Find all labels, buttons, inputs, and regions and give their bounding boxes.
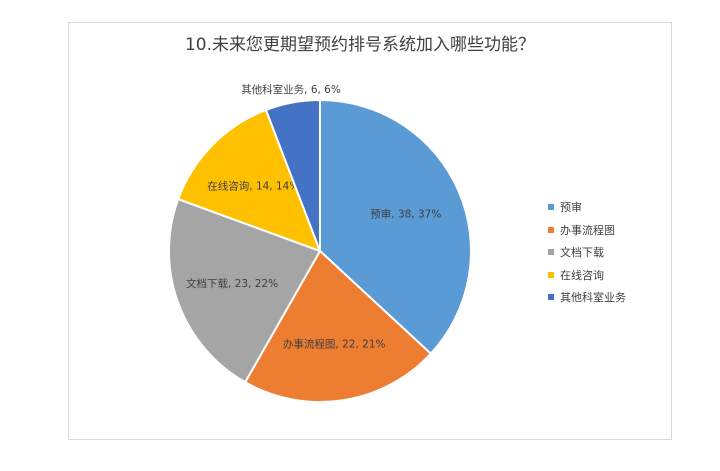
chart-legend: 预审办事流程图文档下载在线咨询其他科室业务 <box>548 196 626 309</box>
legend-label: 预审 <box>560 201 582 215</box>
pie-data-label-3: 在线咨询, 14, 14% <box>207 179 299 192</box>
legend-label: 其他科室业务 <box>560 291 626 305</box>
pie-slice-0 <box>319 98 472 356</box>
legend-swatch <box>548 271 554 278</box>
pie-slice-4 <box>264 98 321 252</box>
chart-title: 10.未来您更期望预约排号系统加入哪些功能？ <box>184 35 536 55</box>
legend-item-4: 其他科室业务 <box>548 286 626 309</box>
legend-swatch <box>548 294 554 301</box>
pie-data-label-0: 预审, 38, 37% <box>370 208 441 221</box>
legend-item-2: 文档下载 <box>548 241 626 264</box>
pie-data-label-4: 其他科室业务, 6, 6% <box>241 83 341 96</box>
legend-label: 在线咨询 <box>560 268 604 282</box>
pie-data-label-2: 文档下载, 23, 22% <box>186 277 278 290</box>
pie-slice-3 <box>176 108 322 253</box>
legend-item-3: 在线咨询 <box>548 264 626 287</box>
legend-label: 办事流程图 <box>560 223 615 237</box>
legend-swatch <box>548 226 554 233</box>
pie-slice-1 <box>243 249 433 403</box>
legend-item-0: 预审 <box>548 196 626 219</box>
pie-data-label-1: 办事流程图, 22, 21% <box>283 338 386 351</box>
legend-item-1: 办事流程图 <box>548 219 626 242</box>
legend-swatch <box>548 249 554 256</box>
legend-label: 文档下载 <box>560 246 604 260</box>
legend-swatch <box>548 204 554 211</box>
pie-slice-2 <box>168 197 322 384</box>
